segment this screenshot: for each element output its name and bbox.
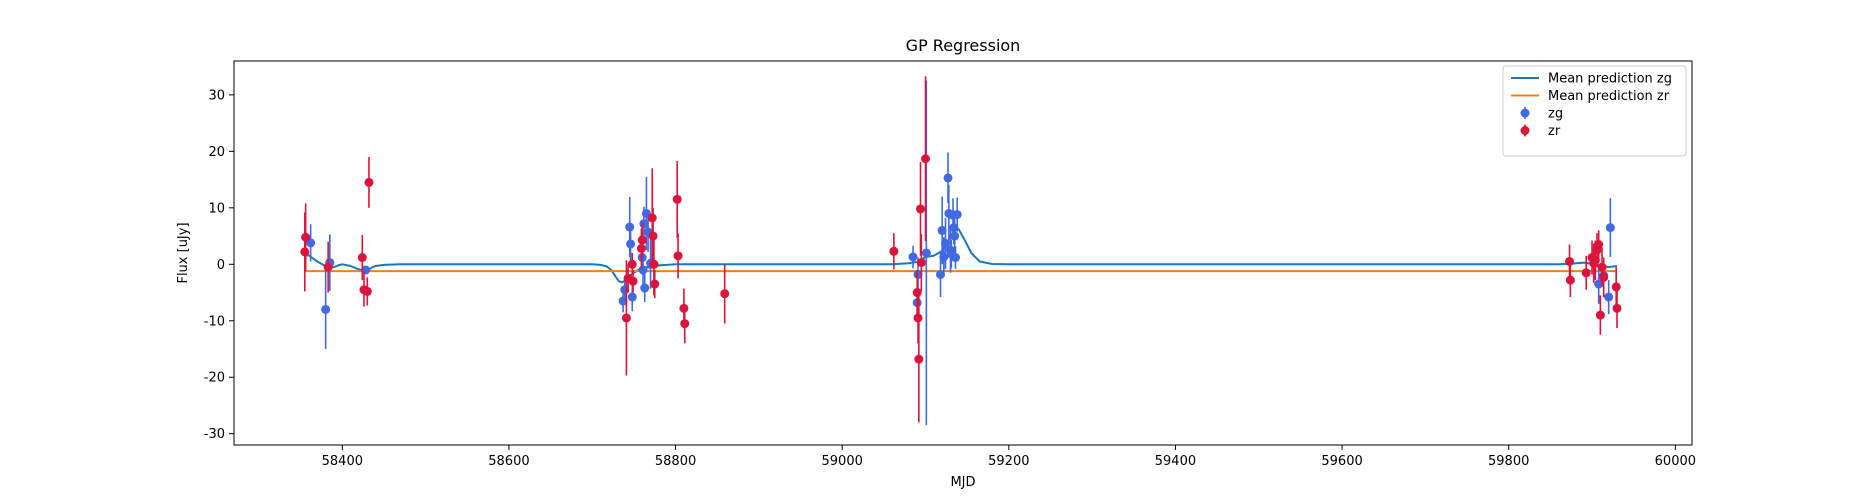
point-zr <box>628 276 638 286</box>
y-tick-label: -20 <box>204 371 225 386</box>
point-zr <box>916 204 926 214</box>
point-zr <box>621 313 631 323</box>
point-zr <box>720 289 730 299</box>
legend-label: zg <box>1548 107 1563 122</box>
x-tick-label: 59200 <box>988 454 1029 469</box>
y-tick-label: 0 <box>217 258 225 273</box>
y-tick-label: 20 <box>208 145 225 160</box>
point-zg <box>941 238 951 248</box>
y-axis: -30 -20 -10 0 10 20 30 <box>204 88 234 442</box>
legend-box <box>1502 65 1687 157</box>
legend-label: Mean prediction zg <box>1548 72 1672 87</box>
point-zr <box>301 232 311 242</box>
point-zg <box>1605 223 1615 233</box>
plot-area <box>300 76 1622 426</box>
point-zr <box>672 194 682 204</box>
x-tick-label: 58600 <box>488 454 529 469</box>
point-zg <box>618 296 628 306</box>
x-tick-label: 59600 <box>1321 454 1362 469</box>
point-zr <box>679 303 689 313</box>
point-zr <box>1611 282 1621 292</box>
point-zr <box>673 251 683 261</box>
point-zr <box>1612 303 1622 313</box>
point-zr <box>1594 240 1604 250</box>
x-tick-label: 59400 <box>1155 454 1196 469</box>
y-tick-label: 10 <box>208 201 225 216</box>
point-zr <box>323 262 333 272</box>
point-zg <box>627 292 637 302</box>
point-zr <box>1565 275 1575 285</box>
point-zr <box>649 259 659 269</box>
chart-title: GP Regression <box>906 36 1021 55</box>
point-zr <box>1595 310 1605 320</box>
point-zg <box>638 265 648 275</box>
point-zr <box>357 253 367 263</box>
point-zg <box>1604 292 1614 302</box>
point-zr <box>1565 256 1575 266</box>
point-zr <box>1581 268 1591 278</box>
x-tick-label: 58800 <box>655 454 696 469</box>
point-zg <box>361 265 371 275</box>
point-zr <box>647 213 657 223</box>
point-zg <box>921 248 931 258</box>
y-tick-label: -30 <box>204 427 225 442</box>
point-zr <box>921 154 931 164</box>
legend-marker-swatch <box>1520 126 1530 135</box>
point-zg <box>1594 279 1604 289</box>
point-zg <box>951 253 961 263</box>
point-zg <box>640 283 650 293</box>
point-zg <box>949 223 959 233</box>
point-zr <box>364 177 374 187</box>
point-zr <box>300 247 310 257</box>
point-zr <box>912 288 922 298</box>
y-tick-label: -10 <box>204 314 225 329</box>
legend-label: zr <box>1548 124 1561 139</box>
point-zr <box>913 313 923 323</box>
point-zg <box>950 231 960 241</box>
point-zr <box>916 258 926 268</box>
point-zr <box>637 235 647 245</box>
x-axis: 58400 58600 58800 59000 59200 59400 59600 59800… <box>322 445 1696 469</box>
point-zg <box>321 304 331 314</box>
x-axis-label: MJD <box>950 475 975 490</box>
x-tick-label: 59800 <box>1488 454 1529 469</box>
point-zr <box>1599 272 1609 282</box>
legend-label: Mean prediction zr <box>1548 89 1670 104</box>
point-zg <box>626 239 636 249</box>
point-zg <box>937 225 947 235</box>
x-tick-label: 58400 <box>322 454 363 469</box>
point-zr <box>1597 262 1607 272</box>
point-zr <box>889 246 899 256</box>
y-axis-label: Flux [uJy] <box>176 222 191 283</box>
point-zg <box>913 269 923 279</box>
point-zr <box>362 286 372 296</box>
point-zr <box>636 243 646 253</box>
point-zr <box>648 231 658 241</box>
x-tick-label: 60000 <box>1655 454 1696 469</box>
x-tick-label: 59000 <box>822 454 863 469</box>
point-zr <box>650 279 660 289</box>
point-zr <box>914 354 924 364</box>
point-zg <box>943 173 953 183</box>
point-zr <box>680 319 690 329</box>
point-zg <box>908 252 918 262</box>
point-zg <box>637 253 647 263</box>
legend-marker-swatch <box>1520 108 1530 118</box>
point-zr <box>627 259 637 269</box>
point-zg <box>952 210 962 220</box>
axes-frame <box>233 60 1693 446</box>
point-zg <box>625 222 635 232</box>
legend: Mean prediction zg Mean prediction zr zg zr <box>1502 65 1687 157</box>
point-zg <box>936 269 946 279</box>
y-tick-label: 30 <box>208 88 225 103</box>
